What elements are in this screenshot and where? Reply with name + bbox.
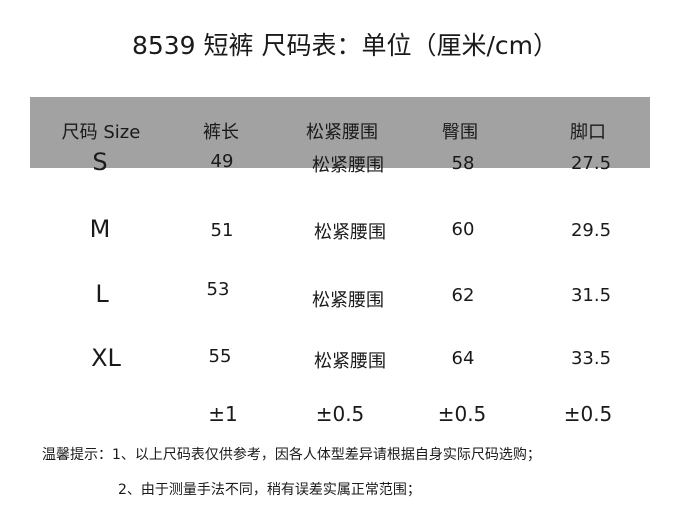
size-cell: L xyxy=(95,280,109,308)
hem-cell: 27.5 xyxy=(570,153,612,174)
waist-cell: 松紧腰围 xyxy=(314,222,386,243)
hem-cell: 29.5 xyxy=(570,220,612,241)
length-cell: 51 xyxy=(210,220,234,241)
header-waist: 松紧腰围 xyxy=(306,122,378,143)
length-cell: 53 xyxy=(206,279,230,300)
note-2: 2、由于测量手法不同，稍有误差实属正常范围； xyxy=(118,482,421,498)
size-cell: XL xyxy=(91,344,121,372)
waist-cell: 松紧腰围 xyxy=(314,351,386,372)
hem-cell: 31.5 xyxy=(570,285,612,306)
page-title: 8539 短裤 尺码表：单位（厘米/cm） xyxy=(131,31,559,60)
hip-cell: 64 xyxy=(451,348,475,369)
length-cell: 55 xyxy=(208,346,232,367)
header-length: 裤长 xyxy=(203,122,239,143)
length-tolerance: ±1 xyxy=(208,402,238,426)
size-cell: S xyxy=(92,148,108,176)
header-size: 尺码 Size xyxy=(61,122,141,143)
header-hem: 脚口 xyxy=(570,122,606,143)
hip-cell: 58 xyxy=(451,153,475,174)
hem-cell: 33.5 xyxy=(570,348,612,369)
note-1: 温馨提示：1、以上尺码表仅供参考，因各人体型差异请根据自身实际尺码选购； xyxy=(42,447,541,463)
waist-tolerance: ±0.5 xyxy=(315,402,365,426)
hip-cell: 62 xyxy=(451,285,475,306)
waist-cell: 松紧腰围 xyxy=(312,290,384,311)
table-header: 尺码 Size 裤长 松紧腰围 臀围 脚口 xyxy=(30,97,650,168)
size-cell: M xyxy=(89,215,111,243)
header-hip: 臀围 xyxy=(442,122,478,143)
hip-cell: 60 xyxy=(451,219,475,240)
length-cell: 49 xyxy=(210,151,234,172)
hem-tolerance: ±0.5 xyxy=(563,402,613,426)
waist-cell: 松紧腰围 xyxy=(312,155,384,176)
hip-tolerance: ±0.5 xyxy=(437,402,487,426)
